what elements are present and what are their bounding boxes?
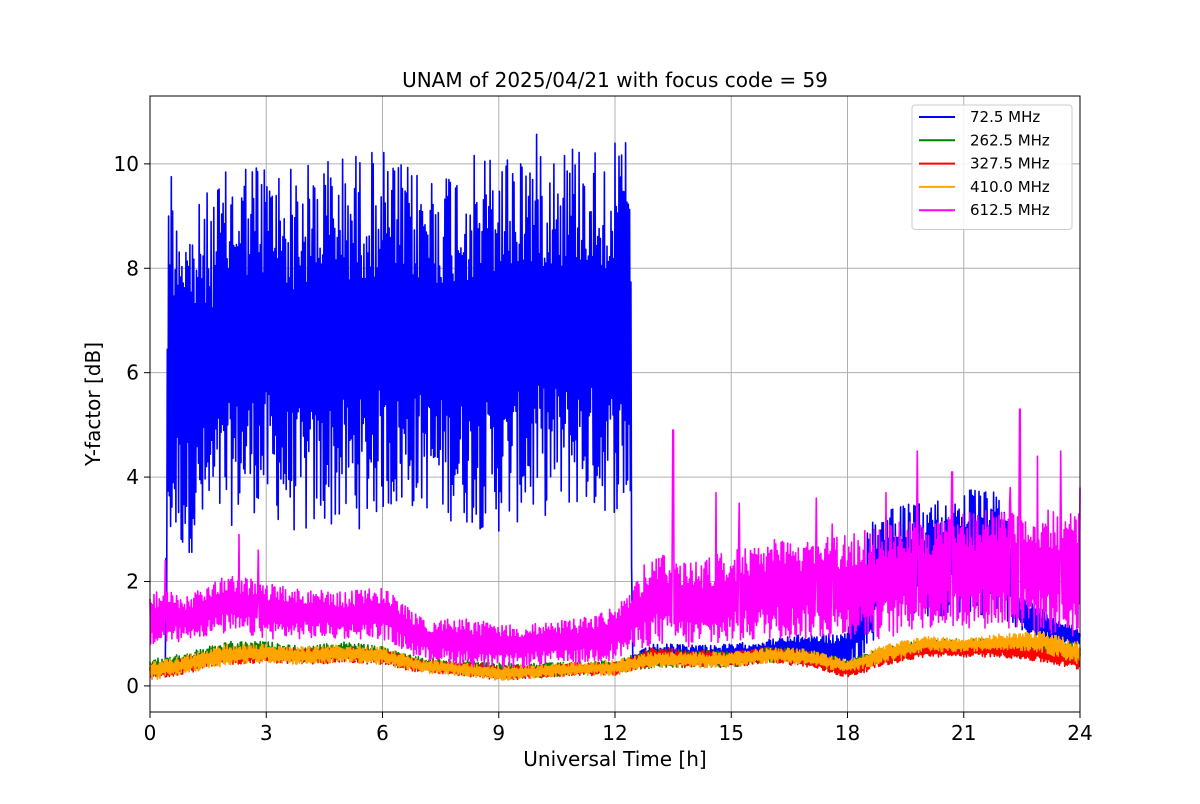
- x-tick-label: 0: [144, 721, 157, 745]
- y-tick-label: 10: [114, 152, 139, 176]
- y-axis-label: Y-factor [dB]: [81, 342, 105, 467]
- x-tick-label: 18: [835, 721, 860, 745]
- x-tick-label: 6: [376, 721, 389, 745]
- y-tick-label: 6: [126, 361, 139, 385]
- chart-title: UNAM of 2025/04/21 with focus code = 59: [402, 68, 828, 92]
- y-tick-label: 0: [126, 674, 139, 698]
- x-tick-label: 9: [492, 721, 505, 745]
- legend-label: 262.5 MHz: [970, 131, 1050, 149]
- y-tick-label: 4: [126, 465, 139, 489]
- x-tick-label: 24: [1067, 721, 1092, 745]
- x-tick-label: 15: [719, 721, 744, 745]
- x-axis-label: Universal Time [h]: [523, 747, 706, 771]
- legend-box: [911, 104, 1073, 230]
- legend-label: 327.5 MHz: [970, 155, 1050, 173]
- y-tick-label: 2: [126, 569, 139, 593]
- series-group: [149, 133, 1081, 681]
- x-tick-label: 12: [602, 721, 627, 745]
- legend: 72.5 MHz 262.5 MHz 327.5 MHz 410.0 MHz 612.5…: [911, 104, 1073, 230]
- legend-label: 612.5 MHz: [970, 201, 1050, 219]
- x-tick-label: 21: [951, 721, 976, 745]
- y-tick-label: 8: [126, 256, 139, 280]
- legend-label: 72.5 MHz: [970, 108, 1040, 126]
- x-tick-label: 3: [260, 721, 273, 745]
- series-line-4: [149, 408, 1081, 670]
- legend-label: 410.0 MHz: [970, 178, 1050, 196]
- series-line-3: [149, 630, 1081, 681]
